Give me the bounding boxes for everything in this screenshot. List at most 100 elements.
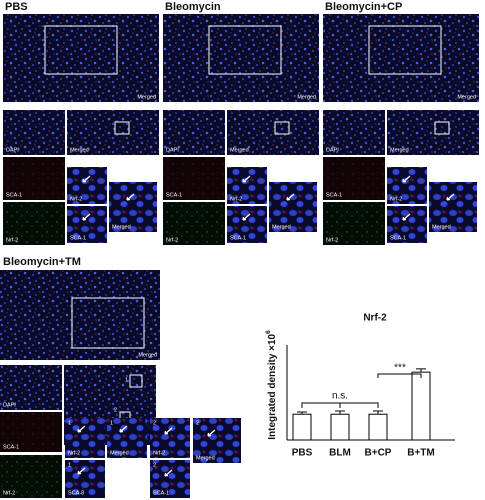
- y-axis-label-text: Integrated density ×10: [267, 333, 278, 439]
- y-axis-label-exponent: 6: [265, 330, 272, 334]
- micrograph: [227, 110, 319, 155]
- micrograph: [323, 14, 479, 102]
- micrograph: [387, 206, 427, 243]
- panel-label: Merged: [70, 147, 89, 153]
- micrograph: [429, 182, 477, 232]
- panel-label: DAPI: [326, 147, 339, 153]
- micrograph: [3, 14, 159, 102]
- panel-label: SCA-1: [230, 235, 246, 241]
- roi-box: [129, 374, 143, 388]
- roi-box: [274, 121, 290, 135]
- micrograph: [269, 182, 317, 232]
- panel-label: DAPI: [6, 147, 19, 153]
- error-bar: [335, 410, 345, 415]
- panel-label: Merged: [196, 455, 215, 461]
- zoom-number: 1: [68, 420, 71, 426]
- micrograph: [387, 110, 479, 155]
- arrow: [126, 193, 135, 201]
- chart-title: Nrf-2: [363, 313, 387, 324]
- micrograph: [65, 460, 105, 498]
- arrow: [164, 469, 173, 477]
- arrow: [164, 427, 173, 435]
- panel-label: SCA-1: [153, 490, 169, 496]
- arrow: [119, 425, 128, 433]
- panel-label: Nrf-2: [3, 490, 15, 496]
- arrow: [82, 175, 91, 183]
- arrow: [207, 429, 216, 437]
- panel-label: SCA-1: [166, 192, 182, 198]
- arrow: [446, 193, 455, 201]
- bar: [411, 371, 431, 441]
- panel-label: Nrf-2: [6, 237, 18, 243]
- error-bar: [297, 411, 307, 415]
- panel-label: Nrf-2: [390, 196, 402, 202]
- micrograph: [227, 206, 267, 243]
- panel-label: Merged: [112, 224, 131, 230]
- panel-label: Nrf-2: [326, 237, 338, 243]
- arrow: [242, 213, 251, 221]
- panel-label: Nrf-2: [70, 196, 82, 202]
- bar: [368, 413, 388, 441]
- micrograph: [67, 167, 107, 204]
- zoom-number: 2: [153, 462, 156, 468]
- micrograph: [107, 418, 147, 458]
- zoom-number: 2: [196, 420, 199, 426]
- x-tick-label: B+CP: [365, 448, 392, 459]
- bar: [292, 413, 312, 441]
- panel-label: SCA-1: [70, 235, 86, 241]
- x-tick-label: PBS: [292, 448, 313, 459]
- group-title: Bleomycin+CP: [325, 1, 402, 13]
- arrow: [286, 193, 295, 201]
- panel-label: Merged: [390, 147, 409, 153]
- panel-label: Merged: [138, 352, 157, 358]
- panel-label: Nrf-2: [153, 450, 165, 456]
- panel-label: DAPI: [166, 147, 179, 153]
- y-axis-label: Integrated density ×106: [265, 330, 278, 440]
- arrow: [77, 467, 86, 475]
- micrograph: [3, 202, 65, 245]
- panel-label: Merged: [110, 450, 129, 456]
- panel-label: Merged: [272, 224, 291, 230]
- panel-label: Merged: [230, 147, 249, 153]
- roi-box: [368, 25, 442, 75]
- panel-label: Merged: [137, 94, 156, 100]
- arrow: [402, 175, 411, 183]
- annotation: ***: [394, 363, 406, 374]
- micrograph: [0, 412, 62, 452]
- panel-label: SCA-1: [390, 235, 406, 241]
- micrograph: [0, 365, 62, 410]
- micrograph: [0, 455, 62, 498]
- annotation: n.s.: [332, 391, 348, 402]
- micrograph: [3, 157, 65, 200]
- roi-number: 1: [125, 377, 128, 383]
- micrograph: [323, 202, 385, 245]
- panel-label: Nrf-2: [230, 196, 242, 202]
- bar: [330, 413, 350, 441]
- micrograph: [163, 14, 319, 102]
- micrograph: [193, 418, 241, 463]
- arrow: [242, 175, 251, 183]
- roi-box: [44, 25, 118, 75]
- roi-box: [208, 25, 282, 75]
- significance-bracket: [377, 373, 422, 378]
- zoom-number: 1: [68, 462, 71, 468]
- micrograph: [109, 182, 157, 232]
- x-tick-label: BLM: [329, 448, 351, 459]
- roi-box: [434, 121, 450, 135]
- panel-label: SCA-1: [6, 192, 22, 198]
- roi-number: 2: [114, 407, 117, 413]
- micrograph: [65, 418, 105, 458]
- micrograph: [227, 167, 267, 204]
- micrograph: [0, 270, 160, 360]
- error-bar: [416, 368, 426, 373]
- significance-bracket: [301, 402, 379, 408]
- micrograph: [163, 110, 225, 155]
- micrograph: [163, 202, 225, 245]
- group-title: PBS: [5, 1, 28, 13]
- zoom-number: 2: [153, 420, 156, 426]
- group-title: Bleomycin+TM: [3, 256, 81, 268]
- micrograph: [163, 157, 225, 200]
- micrograph: [150, 460, 190, 498]
- panel-label: SCA-8: [68, 490, 84, 496]
